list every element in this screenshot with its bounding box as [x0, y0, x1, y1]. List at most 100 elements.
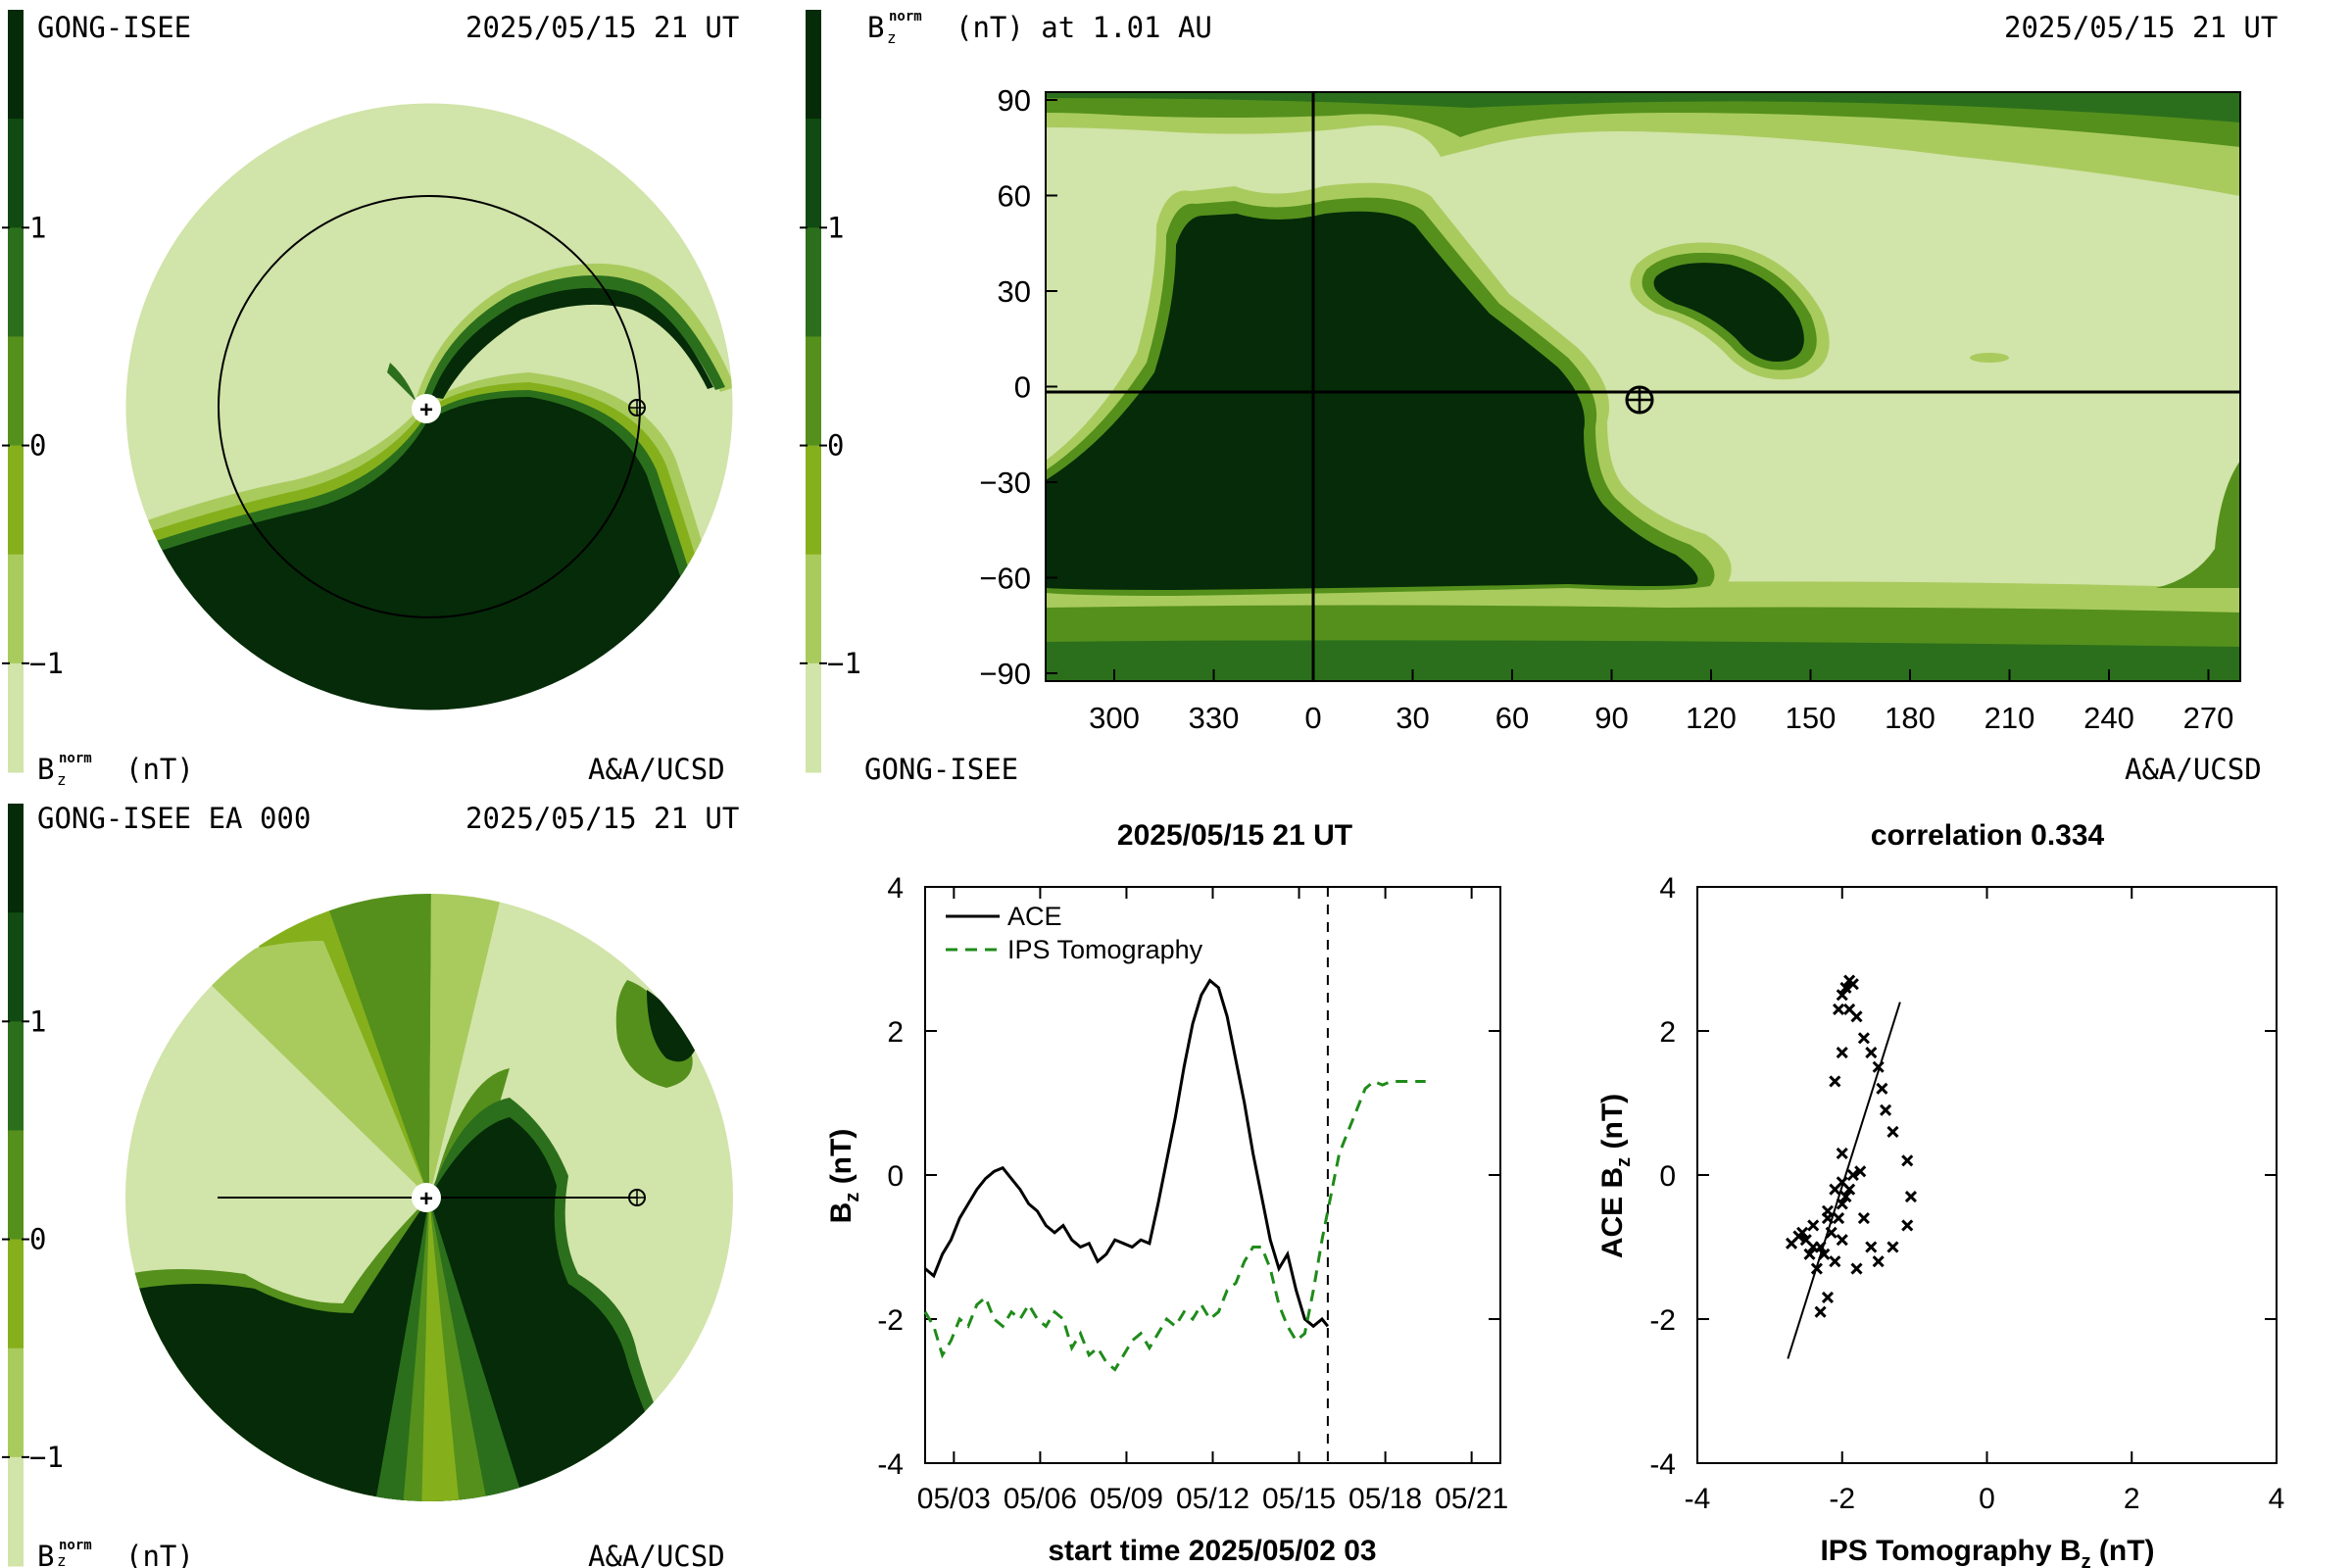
legend-swatch-1 [8, 119, 24, 228]
polar-dark-region [125, 397, 733, 710]
sun-marker [412, 394, 441, 423]
sc-ytick-label: -4 [1649, 1448, 1676, 1481]
sc-point [1821, 1291, 1835, 1304]
legend-tick-label: 0 [29, 429, 46, 463]
legend-bar-top-right: 1 0 −1 [800, 10, 861, 773]
sc-xtick-label: -4 [1685, 1483, 1711, 1515]
sc-title: correlation 0.334 [1871, 819, 2105, 852]
ts-xtick-label: 05/06 [1004, 1483, 1077, 1515]
legend-tick-label: −1 [29, 647, 64, 680]
legend-swatch-4 [806, 445, 821, 556]
ts-plot-area: 4 2 0 -2 -4 05/03 05/06 05/09 05/12 05/15 05/18 05/… [877, 872, 1508, 1515]
legend-swatch-5 [806, 554, 821, 664]
ts-ytick-label: 2 [887, 1016, 904, 1049]
polar-map-bottom-left [125, 894, 733, 1501]
bottom-left-unit-label: B z norm (nT) [37, 1538, 194, 1568]
sc-xtick-label: 4 [2269, 1483, 2285, 1515]
title-b: B [867, 11, 884, 44]
sc-ytick-label: 0 [1659, 1160, 1676, 1193]
map-bottom-band-3 [1046, 640, 2240, 681]
legend-tick-label: 1 [29, 211, 46, 244]
ts-ylab-unit: (nT) [825, 1129, 858, 1193]
sc-plot-frame [1696, 886, 2278, 1464]
sc-ytick-label: 4 [1659, 872, 1676, 905]
sc-point [1839, 1190, 1852, 1203]
earth-cross-icon-2 [629, 1190, 645, 1205]
legend-swatch-1 [806, 119, 821, 228]
unit-sup: norm [59, 751, 92, 766]
legend-swatch-5 [8, 554, 24, 664]
map-top-band-3 [1046, 92, 2240, 122]
blob-upper-right-core [647, 990, 696, 1062]
ts-y-label: Bz (nT) [825, 1129, 863, 1224]
legend-swatch-4 [8, 1239, 24, 1349]
top-left-source: GONG-ISEE [37, 11, 191, 44]
map-ytick-label: 30 [998, 274, 1031, 309]
scatter-chart: correlation 0.334 4 2 0 -2 -4 -4 -2 0 2 4 ACE Bz … [1596, 819, 2284, 1568]
legend-tick-label: 1 [29, 1004, 46, 1038]
sc-point [1796, 1226, 1809, 1239]
ts-xtick-label: 05/12 [1176, 1483, 1250, 1515]
legend-swatch-2 [8, 1021, 24, 1131]
map-ytick-label: −30 [979, 466, 1031, 500]
ts-ylab-sub: z [842, 1193, 863, 1202]
map-xtick-label: 150 [1786, 701, 1837, 735]
sc-point [1829, 1255, 1841, 1268]
polar-outline [124, 102, 734, 711]
legend-swatch-6 [806, 662, 821, 773]
sc-point [1886, 1125, 1899, 1138]
sc-point [1846, 978, 1859, 991]
ts-xtick-label: 05/21 [1435, 1483, 1508, 1515]
top-left-date: 2025/05/15 21 UT [466, 11, 739, 44]
map-xtick-label: 120 [1686, 701, 1737, 735]
top-left-credit: A&A/UCSD [588, 753, 725, 786]
legend-swatch-2 [8, 227, 24, 337]
map-xtick-label: 60 [1495, 701, 1529, 735]
sc-point [1872, 1255, 1885, 1268]
panel-bottom-left: 1 0 −1 GONG-ISEE EA 000 2025/05/15 21 UT [2, 802, 739, 1568]
sc-point [1865, 1046, 1878, 1059]
earth-cross-icon [629, 400, 645, 416]
top-right-title: B z norm (nT) at 1.01 AU [867, 9, 1212, 47]
map-blob-core [1653, 263, 1804, 363]
sc-xtick-label: 0 [1979, 1483, 1995, 1515]
map-earth-cross-icon [1627, 387, 1652, 413]
sc-point [1836, 1147, 1848, 1160]
sun-plus-icon: + [419, 397, 433, 423]
legend-swatch-0 [8, 10, 24, 120]
unit2-suffix: (nT) [125, 1540, 194, 1568]
ts-series-ace [924, 978, 1330, 1329]
legend-tick-label: −1 [29, 1441, 64, 1474]
title-sub: z [887, 28, 897, 47]
ts-legend-ace-label: ACE [1007, 902, 1062, 931]
top-right-date: 2025/05/15 21 UT [2004, 11, 2278, 44]
ts-ylab-b: B [825, 1202, 858, 1224]
map-right-edge [2156, 461, 2240, 588]
sc-xtick-label: -2 [1829, 1483, 1855, 1515]
legend-swatch-6 [8, 662, 24, 773]
sc-xlab-b: IPS Tomography B [1820, 1535, 2081, 1567]
fan-core [421, 1198, 461, 1501]
sc-point [1843, 1003, 1856, 1016]
legend-bar-top-left: 1 0 −1 [2, 10, 64, 773]
unit2-sub: z [57, 1551, 67, 1568]
ts-xtick-label: 05/15 [1262, 1483, 1336, 1515]
map-ytick-label: 0 [1014, 370, 1031, 405]
sc-xlab-sub: z [2082, 1551, 2091, 1568]
sc-point [1876, 1082, 1888, 1095]
map-top-band-2 [1046, 92, 2240, 147]
unit2-sup: norm [59, 1538, 92, 1553]
sc-xtick-label: 2 [2124, 1483, 2140, 1515]
sc-point [1850, 1262, 1863, 1275]
spiral-arm-core [431, 287, 713, 399]
map-ytick-label: −60 [979, 562, 1031, 596]
sc-x-label: IPS Tomography Bz (nT) [1820, 1535, 2154, 1568]
map-xtick-label: 90 [1594, 701, 1628, 735]
ts-xtick-label: 05/09 [1090, 1483, 1163, 1515]
ts-ytick-label: -4 [877, 1448, 904, 1481]
sc-point [1836, 1198, 1848, 1210]
map-xtick-label: 180 [1885, 701, 1936, 735]
sc-point [1821, 1212, 1835, 1225]
panel-top-left: 1 0 −1 GONG-ISEE 2025/05/15 21 UT + B z no… [2, 10, 739, 789]
